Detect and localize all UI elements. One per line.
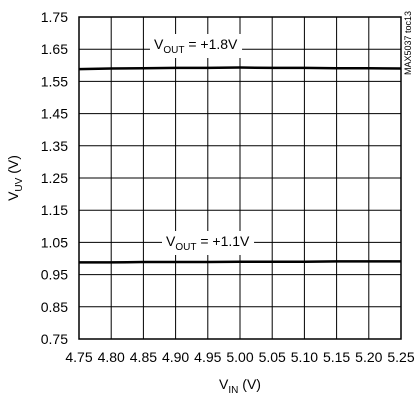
y-tick-label: 1.75 [41,9,68,25]
x-tick-label: 5.15 [323,349,350,365]
y-tick-label: 0.75 [41,331,68,347]
y-tick-label: 1.45 [41,106,68,122]
x-tick-label: 5.10 [291,349,318,365]
x-axis-label: VIN (V) [219,376,261,396]
series-line-1-1v [79,260,401,264]
x-tick-label: 5.05 [259,349,286,365]
figure-code-watermark: MAX5037 toc13 [403,11,413,75]
y-tick-label: 0.95 [41,267,68,283]
x-tick-label: 5.20 [355,349,382,365]
annotation-vout-1-1: VOUT = +1.1V [162,231,255,255]
x-tick-labels: 4.75 4.80 4.85 4.90 4.95 5.00 5.05 5.10 5.15 5.20… [65,349,414,365]
grid [79,17,401,339]
series-line-1-8v [78,66,402,71]
y-tick-label: 1.65 [41,41,68,57]
annotation-vout-1-8: VOUT = +1.8V [150,34,243,58]
y-tick-label: 1.55 [41,73,68,89]
y-tick-label: 1.25 [41,170,68,186]
y-tick-label: 1.35 [41,138,68,154]
y-tick-label: 1.15 [41,202,68,218]
x-tick-label: 4.80 [98,349,125,365]
y-tick-label: 0.85 [41,299,68,315]
x-tick-label: 4.85 [130,349,157,365]
y-tick-label: 1.05 [41,234,68,250]
annotation-label-1-1v: VOUT = +1.1V [166,233,250,253]
y-axis-label: VUV (V) [5,155,25,201]
x-tick-label: 4.95 [194,349,221,365]
x-tick-label: 5.00 [226,349,253,365]
plot-frame [78,16,402,340]
x-tick-label: 5.25 [387,349,414,365]
y-tick-labels: 0.75 0.85 0.95 1.05 1.15 1.25 1.35 1.45 1.55 1.65… [41,9,68,347]
x-tick-label: 4.75 [65,349,92,365]
x-tick-label: 4.90 [162,349,189,365]
plot-lines [78,66,402,264]
annotation-label-1-8v: VOUT = +1.8V [154,36,238,56]
